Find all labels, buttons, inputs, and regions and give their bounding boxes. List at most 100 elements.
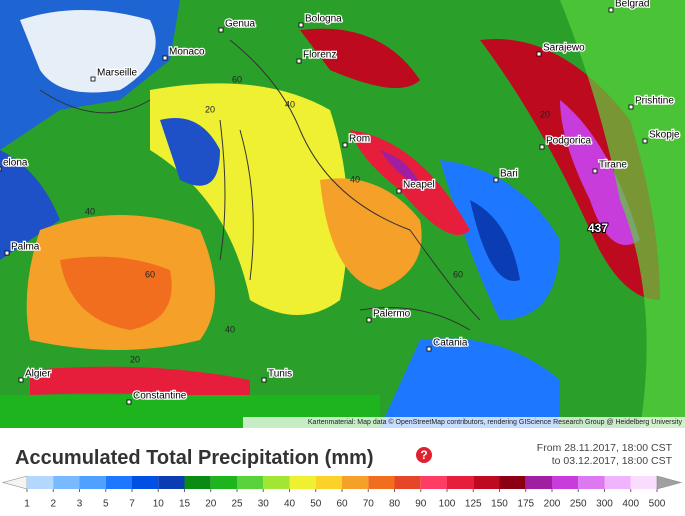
city-marker xyxy=(126,399,132,405)
scale-segment xyxy=(210,476,237,489)
scale-segment xyxy=(368,476,395,489)
city-label: Constantine xyxy=(133,391,187,402)
city-marker xyxy=(536,51,542,57)
city-marker xyxy=(342,142,348,148)
city-label: Sarajewo xyxy=(543,43,585,54)
city-label: Marseille xyxy=(97,68,137,79)
contour-label: 20 xyxy=(205,104,215,114)
scale-label: 20 xyxy=(205,499,217,510)
city-label: Monaco xyxy=(169,47,205,58)
scale-segment xyxy=(263,476,290,489)
city-marker xyxy=(296,58,302,64)
scale-segment xyxy=(552,476,579,489)
scale-segment xyxy=(158,476,185,489)
contour-label: 60 xyxy=(232,74,242,84)
city-label: Bologna xyxy=(305,14,342,25)
scale-label: 175 xyxy=(517,499,534,510)
city-label: Rom xyxy=(349,134,370,145)
scale-segment xyxy=(578,476,605,489)
city-marker xyxy=(18,377,24,383)
city-marker xyxy=(298,22,304,28)
scale-segment xyxy=(79,476,106,489)
scale-segment xyxy=(604,476,631,489)
scale-label: 7 xyxy=(129,499,135,510)
city-label: Skopje xyxy=(649,130,680,141)
scale-label: 1 xyxy=(24,499,30,510)
city-label: Prishtine xyxy=(635,96,674,107)
city-marker xyxy=(4,250,10,256)
scale-label: 50 xyxy=(310,499,322,510)
contour-label: 40 xyxy=(350,174,360,184)
city-marker xyxy=(218,27,224,33)
contour-labels: 60 40 20 40 60 40 60 20 40 20 xyxy=(85,74,550,364)
contour-label: 40 xyxy=(285,99,295,109)
map xyxy=(0,0,685,428)
scale-label: 15 xyxy=(179,499,191,510)
city-labels: Belgrad Bologna Genua Monaco Marseille Floren… xyxy=(0,0,681,405)
city-marker xyxy=(628,104,634,110)
contour-label: 60 xyxy=(145,269,155,279)
city-label: Podgorica xyxy=(546,136,591,147)
city-label: Florenz xyxy=(303,50,336,61)
period-end: to 03.12.2017, 18:00 CST xyxy=(552,455,673,467)
scale-segment xyxy=(105,476,132,489)
city-label: Tunis xyxy=(268,369,292,380)
scale-label: 90 xyxy=(415,499,427,510)
contour-label: 40 xyxy=(85,206,95,216)
city-marker xyxy=(162,55,168,61)
scale-segment xyxy=(315,476,342,489)
scale-label: 80 xyxy=(389,499,401,510)
scale-label: 400 xyxy=(622,499,639,510)
city-marker xyxy=(493,177,499,183)
scale-segment xyxy=(499,476,526,489)
city-label: Neapel xyxy=(403,180,435,191)
city-marker xyxy=(366,317,372,323)
city-label: Palma xyxy=(11,242,40,253)
legend-title: Accumulated Total Precipitation (mm) xyxy=(15,447,374,469)
scale-segment xyxy=(289,476,316,489)
scale-segment xyxy=(342,476,369,489)
scale-label: 200 xyxy=(544,499,561,510)
peak-value: 437 xyxy=(588,221,608,235)
scale-segment xyxy=(27,476,54,489)
city-marker xyxy=(0,166,2,172)
scale-label: 30 xyxy=(258,499,270,510)
city-marker xyxy=(426,346,432,352)
scale-segment xyxy=(447,476,474,489)
scale-segment xyxy=(473,476,500,489)
scale-segment xyxy=(53,476,80,489)
scale-label: 2 xyxy=(50,499,56,510)
scale-segment xyxy=(237,476,264,489)
scale-label: 60 xyxy=(336,499,348,510)
scale-label: 3 xyxy=(77,499,83,510)
scale-segment xyxy=(132,476,159,489)
scale-label: 250 xyxy=(570,499,587,510)
city-marker xyxy=(592,168,598,174)
contour-label: 60 xyxy=(453,269,463,279)
city-label: Palermo xyxy=(373,309,411,320)
city-label: Genua xyxy=(225,19,255,30)
scale-segment xyxy=(184,476,211,489)
city-marker xyxy=(608,7,614,13)
scale-label: 100 xyxy=(439,499,456,510)
legend-panel xyxy=(0,428,685,511)
city-label: Tirane xyxy=(599,160,627,171)
city-marker xyxy=(396,188,402,194)
scale-label: 5 xyxy=(103,499,109,510)
scale-label: 150 xyxy=(491,499,508,510)
scale-label: 125 xyxy=(465,499,482,510)
attribution: Kartenmaterial: Map data © OpenStreetMap… xyxy=(308,418,683,426)
scale-label: 500 xyxy=(649,499,666,510)
scale-segment xyxy=(630,476,657,489)
contour-label: 40 xyxy=(225,324,235,334)
scale-arrow xyxy=(656,475,683,490)
city-label: Belgrad xyxy=(615,0,649,10)
scale-segment xyxy=(420,476,447,489)
help-icon[interactable]: ? xyxy=(416,447,432,463)
period-start: From 28.11.2017, 18:00 CST xyxy=(537,442,673,454)
city-marker xyxy=(261,377,267,383)
city-marker xyxy=(90,76,96,82)
city-marker xyxy=(539,144,545,150)
scale-label: 40 xyxy=(284,499,296,510)
